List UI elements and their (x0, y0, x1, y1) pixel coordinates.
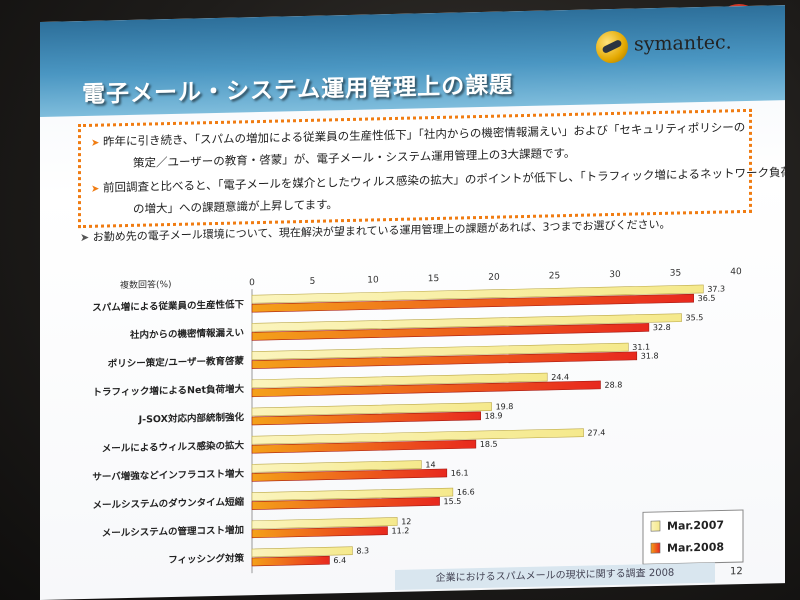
bar-Mar.2008 (251, 293, 694, 313)
data-label: 6.4 (333, 556, 346, 565)
x-tick-label: 20 (488, 273, 500, 283)
data-label: 36.5 (698, 294, 716, 303)
bar-Mar.2008 (251, 380, 601, 398)
data-label: 14 (425, 460, 435, 469)
category-label: フィッシング対策 (168, 552, 244, 566)
bar-Mar.2007 (251, 372, 548, 389)
bar-Mar.2007 (251, 517, 398, 530)
slide-header: symantec. 電子メール・システム運用管理上の課題 (40, 5, 785, 118)
category-label: メールによるウィルス感染の拡大 (102, 439, 245, 454)
bullet-2-line-2: の増大」への課題意識が上昇してます。 (133, 197, 338, 216)
category-label: ポリシー策定/ユーザー教育啓蒙 (108, 355, 245, 370)
bar-Mar.2008 (251, 555, 330, 567)
x-tick-label: 15 (428, 274, 439, 284)
data-label: 31.1 (632, 343, 650, 352)
x-tick-label: 40 (730, 267, 742, 277)
bar-Mar.2008 (251, 323, 650, 341)
x-tick-label: 10 (367, 275, 379, 285)
x-tick-label: 0 (249, 278, 255, 288)
bar-Mar.2007 (251, 546, 353, 558)
data-label: 19.8 (496, 402, 514, 411)
data-label: 31.8 (641, 351, 659, 360)
bar-Mar.2007 (251, 313, 682, 332)
legend-swatch (650, 542, 661, 554)
data-label: 27.4 (588, 428, 606, 437)
x-tick-label: 35 (670, 268, 681, 278)
bar-Mar.2007 (251, 284, 704, 304)
category-label: J-SOX対応内部統制強化 (138, 411, 245, 425)
presentation-slide: symantec. 電子メール・システム運用管理上の課題 ➤ 昨年に引き続き、「… (40, 5, 785, 600)
x-tick-label: 5 (310, 277, 316, 287)
data-label: 18.5 (480, 440, 498, 449)
bar-Mar.2007 (251, 487, 454, 501)
question-arrow-icon: ➤ (80, 230, 90, 245)
category-label: サーバ増強などインフラコスト増大 (92, 468, 244, 483)
data-label: 16.1 (451, 468, 469, 477)
legend-label: Mar.2008 (667, 540, 724, 554)
category-label: メールシステムのダウンタイム短縮 (92, 496, 244, 511)
bar-Mar.2008 (251, 497, 440, 510)
data-label: 24.4 (551, 373, 569, 382)
legend-swatch (650, 520, 661, 532)
logo-ball-icon (596, 30, 628, 64)
data-label: 28.8 (604, 380, 622, 389)
logo-text: symantec. (634, 31, 732, 56)
data-label: 37.3 (707, 284, 725, 293)
bar-Mar.2008 (251, 526, 388, 539)
category-label: スパム増による従業員の生産性低下 (92, 298, 244, 313)
data-label: 16.6 (457, 488, 475, 497)
bar-Mar.2008 (251, 468, 448, 482)
bullet-arrow-icon: ➤ (91, 137, 100, 149)
bar-chart: 複数回答(%) 0 5 10 15 20 25 30 35 40 スパム増による従業員の生産性低下 3… (92, 267, 744, 574)
bar-Mar.2008 (251, 411, 481, 426)
bar-Mar.2007 (251, 402, 492, 417)
data-label: 15.5 (444, 497, 462, 506)
bar-Mar.2008 (251, 439, 477, 454)
bar-Mar.2007 (251, 460, 422, 473)
bar-Mar.2007 (251, 342, 629, 360)
symantec-logo: symantec. (596, 26, 766, 66)
data-label: 8.3 (356, 546, 369, 555)
legend-label: Mar.2007 (667, 518, 724, 532)
bar-Mar.2008 (251, 351, 638, 369)
x-tick-label: 30 (609, 270, 621, 280)
data-label: 35.5 (686, 313, 704, 322)
category-label: トラフィック増によるNet負荷増大 (93, 383, 245, 398)
data-label: 18.9 (485, 411, 503, 420)
slide-title: 電子メール・システム運用管理上の課題 (82, 72, 514, 109)
summary-callout: ➤ 昨年に引き続き、「スパムの増加による従業員の生産性低下」「社内からの機密情報… (78, 108, 785, 229)
data-label: 12 (401, 517, 411, 526)
page-number: 12 (730, 566, 743, 578)
x-tick-label: 25 (549, 271, 560, 281)
bar-Mar.2007 (251, 428, 584, 445)
category-label: メールシステムの管理コスト増加 (102, 524, 244, 539)
data-label: 11.2 (392, 526, 410, 535)
bullet-arrow-icon: ➤ (91, 183, 100, 195)
category-label: 社内からの機密情報漏えい (129, 327, 244, 342)
chart-note: 複数回答(%) (120, 278, 172, 291)
data-label: 32.8 (653, 323, 671, 332)
